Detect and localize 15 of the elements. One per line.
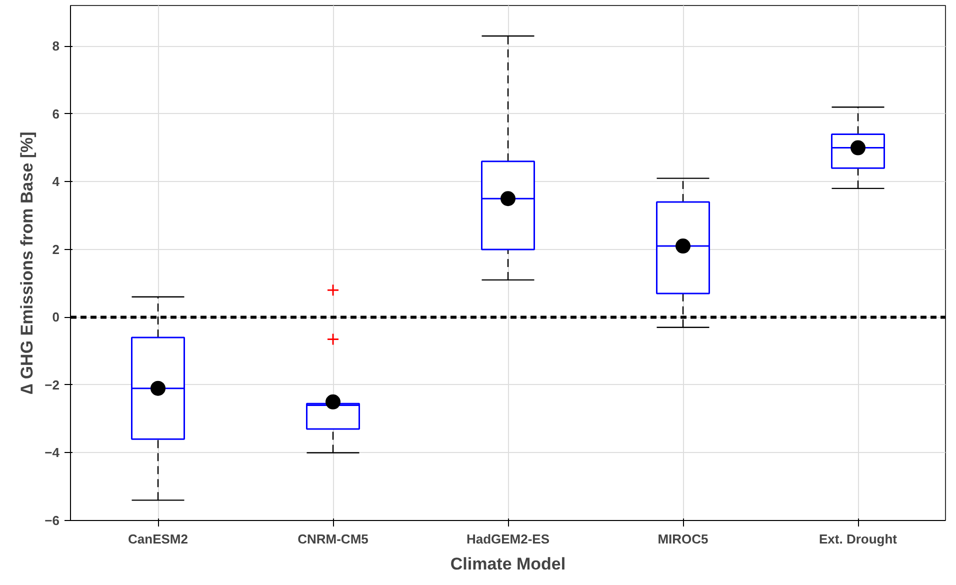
y-tick-label: 2 [52,242,60,257]
y-tick-label: 6 [52,106,60,122]
x-tick-label: Ext. Drought [819,532,898,546]
x-tick-label: MIROC5 [658,532,708,546]
y-tick-label: −6 [44,513,60,528]
x-tick-label: HadGEM2-ES [466,532,550,546]
y-tick-label: 8 [52,38,60,54]
y-tick-label: 4 [52,174,60,190]
y-axis-title: ∆ GHG Emissions from Base [%] [18,132,37,394]
y-tick-label: −4 [44,445,60,460]
y-tick-label: −2 [44,377,60,392]
x-tick-label: CanESM2 [128,532,188,546]
y-tick-label: 0 [52,310,60,325]
x-axis-title: Climate Model [450,554,566,574]
x-tick-label: CNRM-CM5 [298,532,368,546]
